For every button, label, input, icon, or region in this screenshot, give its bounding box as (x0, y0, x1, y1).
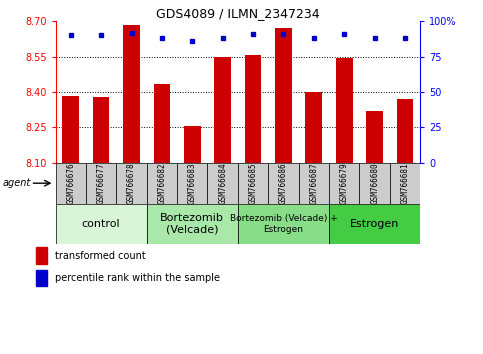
Bar (184, 126, 200, 163)
Bar (298, 163, 329, 204)
Text: GSM766686: GSM766686 (279, 162, 288, 204)
Bar (36, 270, 47, 286)
Text: Bortezomib
(Velcade): Bortezomib (Velcade) (160, 213, 224, 235)
Text: GSM766687: GSM766687 (309, 162, 318, 204)
Text: percentile rank within the sample: percentile rank within the sample (55, 273, 220, 283)
Bar (390, 163, 420, 204)
Bar (366, 111, 383, 163)
Bar (268, 163, 298, 204)
Title: GDS4089 / ILMN_2347234: GDS4089 / ILMN_2347234 (156, 7, 320, 20)
Bar (329, 204, 420, 244)
Text: GSM766680: GSM766680 (370, 162, 379, 204)
Bar (62, 96, 79, 163)
Bar (36, 247, 47, 264)
Bar (238, 204, 329, 244)
Bar (56, 163, 86, 204)
Text: GSM766681: GSM766681 (400, 162, 410, 204)
Text: Bortezomib (Velcade) +
Estrogen: Bortezomib (Velcade) + Estrogen (229, 214, 337, 234)
Bar (329, 163, 359, 204)
Bar (147, 163, 177, 204)
Bar (336, 58, 353, 163)
Bar (147, 204, 238, 244)
Text: GSM766679: GSM766679 (340, 162, 349, 204)
Bar (86, 163, 116, 204)
Text: GSM766683: GSM766683 (188, 162, 197, 204)
Bar (245, 56, 261, 163)
Bar (116, 163, 147, 204)
Text: transformed count: transformed count (55, 251, 146, 261)
Bar (56, 204, 147, 244)
Bar (214, 57, 231, 163)
Bar (238, 163, 268, 204)
Text: GSM766682: GSM766682 (157, 162, 167, 204)
Text: GSM766677: GSM766677 (97, 162, 106, 204)
Text: agent: agent (3, 178, 31, 188)
Text: control: control (82, 219, 120, 229)
Text: GSM766684: GSM766684 (218, 162, 227, 204)
Bar (397, 99, 413, 163)
Bar (93, 97, 110, 163)
Bar (177, 163, 208, 204)
Bar (123, 25, 140, 163)
Bar (154, 84, 170, 163)
Bar (305, 92, 322, 163)
Bar (275, 28, 292, 163)
Text: Estrogen: Estrogen (350, 219, 399, 229)
Text: GSM766685: GSM766685 (249, 162, 257, 204)
Text: GSM766678: GSM766678 (127, 162, 136, 204)
Bar (208, 163, 238, 204)
Text: GSM766676: GSM766676 (66, 162, 75, 204)
Bar (359, 163, 390, 204)
